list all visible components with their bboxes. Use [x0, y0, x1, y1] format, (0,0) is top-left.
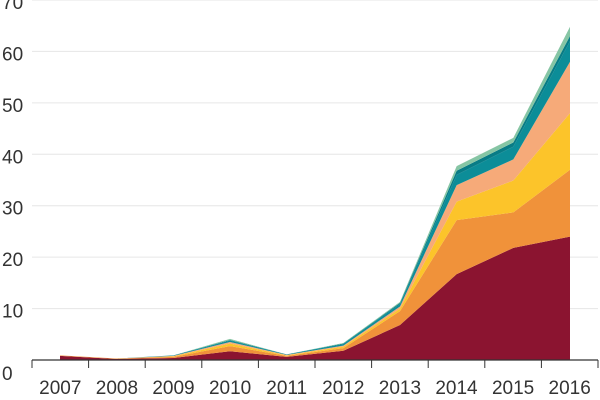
y-tick-label-70: 70 [2, 0, 23, 14]
y-tick-label-10: 10 [2, 302, 23, 323]
y-tick-label-50: 50 [2, 96, 23, 117]
x-tick-label-2008: 2008 [96, 378, 138, 399]
x-tick-label-2015: 2015 [492, 378, 534, 399]
x-tick-label-2016: 2016 [549, 378, 591, 399]
x-axis-tick-labels: 2007 2008 2009 2010 2011 2012 2013 2014 2015 2016 [39, 378, 591, 399]
x-tick-label-2012: 2012 [322, 378, 364, 399]
area-series-1 [60, 236, 570, 360]
y-axis-tick-labels: 0 10 20 30 40 50 60 70 [2, 0, 23, 385]
x-tick-label-2014: 2014 [435, 378, 478, 399]
y-tick-label-30: 30 [2, 199, 23, 220]
x-tick-label-2011: 2011 [266, 378, 307, 399]
x-tick-label-2013: 2013 [379, 378, 421, 399]
y-tick-label-60: 60 [2, 44, 23, 65]
x-tick-label-2007: 2007 [39, 378, 81, 399]
x-tick-label-2010: 2010 [209, 378, 251, 399]
y-tick-label-0: 0 [2, 364, 13, 385]
y-tick-label-20: 20 [2, 250, 23, 271]
y-tick-label-40: 40 [2, 147, 23, 168]
x-axis [31, 359, 599, 368]
area-series-group [60, 26, 570, 360]
area-series-2 [60, 169, 570, 359]
x-tick-label-2009: 2009 [152, 378, 194, 399]
